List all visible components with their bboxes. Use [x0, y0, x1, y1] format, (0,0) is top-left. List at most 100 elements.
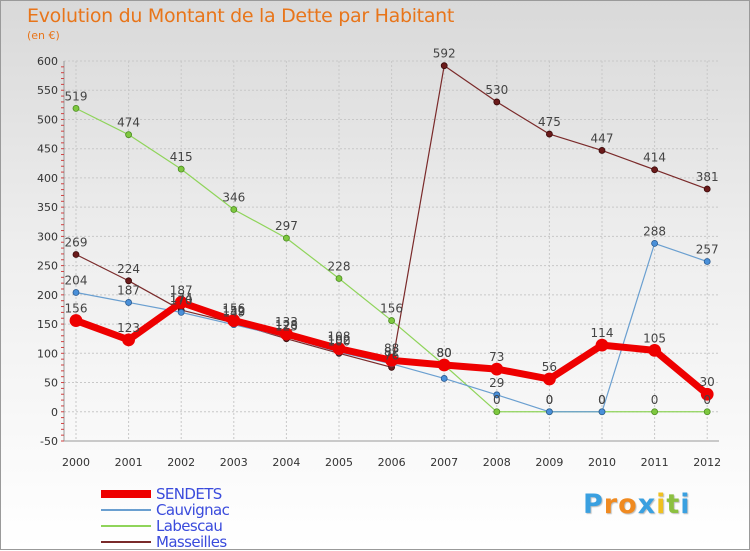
data-point-labescau [651, 408, 658, 416]
data-label-masseilles: 381 [696, 170, 719, 184]
data-label-labescau: 474 [117, 116, 140, 130]
data-label-masseilles: 475 [538, 115, 561, 129]
data-point-sendets [279, 327, 293, 341]
data-label-sendets: 156 [222, 302, 245, 316]
logo-letter: x [637, 489, 657, 520]
data-point-labescau [282, 234, 290, 242]
data-point-masseilles [72, 251, 80, 258]
data-point-masseilles [703, 185, 711, 193]
data-point-labescau [125, 131, 132, 139]
data-point-sendets [543, 372, 556, 386]
x-tick-label: 2006 [378, 456, 406, 469]
data-point-masseilles [440, 62, 448, 70]
proxiti-logo: Proxiti [583, 489, 691, 520]
x-tick-label: 2000 [62, 456, 90, 469]
logo-letter: o [618, 489, 638, 520]
grid [64, 60, 719, 442]
data-point-cauvignac [546, 408, 553, 416]
legend-label: SENDETS [156, 485, 222, 503]
logo-letter: r [603, 489, 619, 520]
data-label-cauvignac: 149 [222, 306, 245, 320]
x-tick-label: 2008 [483, 456, 511, 469]
y-tick-label: 200 [37, 289, 58, 302]
legend-swatch [101, 509, 151, 511]
data-point-sendets [122, 333, 135, 347]
data-label-labescau: 519 [65, 89, 88, 103]
data-point-cauvignac [177, 308, 185, 316]
x-tick-label: 2007 [430, 456, 458, 469]
data-point-labescau [335, 275, 343, 282]
legend-item-sendets: SENDETS [101, 486, 301, 502]
data-label-sendets: 114 [591, 326, 614, 340]
x-tick-label: 2011 [641, 456, 669, 469]
y-tick-label: 400 [37, 172, 58, 185]
legend-item-labescau: Labescau [101, 518, 301, 534]
data-point-sendets [227, 314, 241, 327]
y-tick-label: 100 [37, 347, 58, 360]
x-tick-label: 2010 [588, 456, 616, 469]
data-point-sendets [385, 353, 399, 367]
data-label-labescau: 0 [598, 393, 606, 407]
data-point-masseilles [651, 166, 658, 174]
data-point-labescau [177, 165, 185, 173]
data-label-cauvignac: 288 [643, 224, 666, 238]
y-tick-label: 50 [44, 377, 58, 390]
data-point-cauvignac [72, 289, 80, 296]
x-tick-label: 2012 [693, 456, 721, 469]
x-tick-label: 2003 [220, 456, 248, 469]
data-point-masseilles [598, 147, 606, 154]
data-label-labescau: 0 [546, 393, 554, 407]
data-label-cauvignac: 187 [117, 283, 140, 297]
legend-item-masseilles: Masseilles [101, 534, 301, 550]
data-point-sendets [69, 314, 83, 327]
data-label-cauvignac: 257 [696, 243, 719, 257]
data-label-sendets: 187 [170, 283, 193, 297]
y-tick-label: 250 [37, 260, 58, 273]
data-label-masseilles: 152 [222, 304, 245, 318]
data-label-cauvignac: 170 [170, 293, 193, 307]
y-tick-label: 450 [37, 143, 58, 156]
data-point-sendets [332, 342, 346, 356]
data-point-cauvignac [125, 299, 132, 306]
data-point-sendets [174, 296, 188, 309]
data-label-labescau: 346 [222, 190, 245, 204]
legend-label: Cauvignac [156, 501, 230, 519]
data-point-sendets [648, 343, 661, 357]
data-label-labescau: 297 [275, 219, 298, 233]
legend-swatch [101, 541, 151, 543]
y-tick-label: 500 [37, 113, 58, 126]
data-point-labescau [493, 408, 501, 416]
data-point-sendets [437, 358, 451, 372]
data-label-sendets: 123 [117, 321, 140, 335]
data-label-cauvignac: 82 [384, 345, 399, 359]
data-label-masseilles: 100 [328, 334, 351, 348]
x-tick-label: 2001 [115, 456, 143, 469]
logo-letter: i [680, 489, 691, 520]
data-label-masseilles: 76 [384, 348, 399, 362]
y-tick-label: 550 [37, 84, 58, 97]
data-label-sendets: 73 [489, 350, 504, 364]
data-label-sendets: 30 [700, 375, 715, 389]
data-point-cauvignac [493, 391, 501, 399]
data-point-cauvignac [440, 375, 448, 382]
data-point-sendets [595, 338, 609, 352]
data-point-labescau [703, 408, 711, 416]
data-label-masseilles: 592 [433, 47, 456, 61]
data-label-masseilles: 125 [275, 320, 298, 334]
data-label-sendets: 108 [328, 330, 351, 344]
series [69, 62, 714, 416]
data-point-labescau [388, 317, 396, 324]
data-label-labescau: 228 [328, 259, 351, 273]
y-tick-label: 300 [37, 230, 58, 243]
data-label-cauvignac: 102 [328, 333, 351, 347]
legend-item-cauvignac: Cauvignac [101, 502, 301, 518]
data-label-cauvignac: 0 [546, 393, 554, 407]
data-label-labescau: 0 [493, 393, 501, 407]
data-label-masseilles: 414 [643, 151, 666, 165]
legend-label: Masseilles [156, 533, 227, 551]
data-point-sendets [700, 387, 714, 401]
data-label-masseilles: 447 [591, 131, 614, 145]
data-label-masseilles: 530 [485, 83, 508, 97]
